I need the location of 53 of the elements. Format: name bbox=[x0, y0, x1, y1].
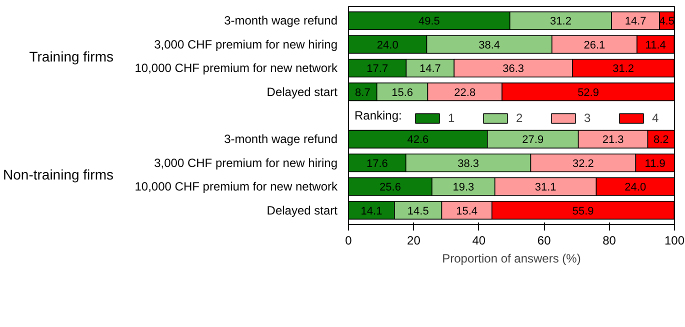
data-label: 11.9 bbox=[644, 158, 666, 170]
data-label: 42.6 bbox=[407, 134, 429, 146]
text: Non-training firms bbox=[3, 166, 114, 183]
y-tick-label: 3-month wage refund bbox=[224, 14, 338, 28]
data-label: 25.6 bbox=[380, 182, 401, 194]
data-label: 52.9 bbox=[578, 86, 599, 99]
legend-label: 4 bbox=[652, 111, 660, 125]
data-label: 14.7 bbox=[419, 63, 441, 76]
x-tick-label: 20 bbox=[407, 234, 421, 248]
data-label: 21.3 bbox=[602, 134, 624, 146]
data-label: 8.2 bbox=[653, 134, 669, 146]
data-label: 11.4 bbox=[645, 39, 666, 52]
data-label: 31.2 bbox=[612, 63, 634, 76]
legend-title: Ranking: bbox=[354, 108, 402, 122]
x-tick-label: 40 bbox=[472, 234, 486, 248]
data-label: 32.2 bbox=[572, 158, 594, 170]
data-label: 31.1 bbox=[534, 182, 556, 194]
data-label: 14.1 bbox=[360, 205, 382, 218]
y-tick-label: Delayed start bbox=[266, 84, 338, 99]
text: Training firms bbox=[29, 48, 114, 64]
y-tick-label: 10,000 CHF premium for new network bbox=[134, 180, 338, 194]
data-label: 26.1 bbox=[584, 39, 606, 52]
data-label: 36.3 bbox=[502, 63, 524, 76]
y-tick-label: 3,000 CHF premium for new hiring bbox=[154, 37, 338, 52]
y-tick-label: 10,000 CHF premium for new network bbox=[134, 61, 338, 76]
legend-label: 2 bbox=[516, 111, 524, 125]
data-label: 55.9 bbox=[572, 205, 594, 218]
x-axis-title: Proportion of answers (%) bbox=[442, 252, 581, 266]
data-label: 31.2 bbox=[550, 16, 572, 28]
x-tick-label: 100 bbox=[664, 234, 685, 248]
legend-label: 1 bbox=[448, 111, 456, 125]
data-label: 8.7 bbox=[355, 86, 370, 99]
data-label: 38.4 bbox=[478, 39, 500, 52]
data-label: 14.7 bbox=[624, 16, 646, 28]
data-label: 17.6 bbox=[366, 158, 388, 170]
legend-label: 3 bbox=[584, 111, 592, 125]
data-label: 49.5 bbox=[418, 16, 440, 28]
x-tick-label: 0 bbox=[345, 234, 352, 248]
data-label: 24.0 bbox=[624, 182, 646, 194]
data-label: 38.3 bbox=[458, 158, 480, 170]
data-label: 17.7 bbox=[366, 63, 388, 76]
data-label: 19.3 bbox=[452, 182, 474, 194]
data-label: 27.9 bbox=[522, 134, 544, 146]
y-tick-label: Delayed start bbox=[266, 203, 338, 218]
data-label: 24.0 bbox=[376, 39, 398, 52]
y-tick-label: 3,000 CHF premium for new hiring bbox=[154, 156, 338, 170]
x-tick-label: 80 bbox=[602, 234, 616, 248]
y-tick-label: 3-month wage refund bbox=[224, 132, 338, 146]
data-label: 15.6 bbox=[392, 86, 414, 99]
data-label: 15.4 bbox=[456, 205, 478, 218]
data-label: 22.8 bbox=[454, 86, 476, 99]
data-label: 14.5 bbox=[407, 205, 429, 218]
x-tick-label: 60 bbox=[537, 234, 552, 248]
